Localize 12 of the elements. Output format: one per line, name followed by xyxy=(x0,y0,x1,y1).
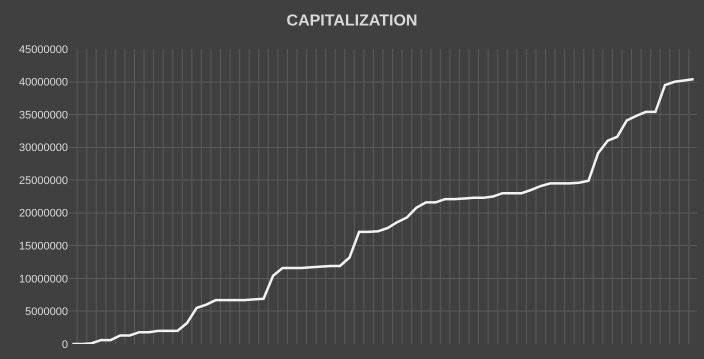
y-tick-label: 30000000 xyxy=(19,142,68,154)
y-tick-label: 45000000 xyxy=(19,44,68,56)
y-tick-label: 35000000 xyxy=(19,109,68,122)
y-tick-label: 5000000 xyxy=(25,306,68,318)
y-tick-label: 40000000 xyxy=(19,76,68,89)
y-tick-label: 25000000 xyxy=(19,174,68,187)
line-series xyxy=(71,78,695,344)
y-tick-label: 10000000 xyxy=(19,273,68,286)
y-tick-label: 20000000 xyxy=(19,208,68,220)
y-tick-label: 0 xyxy=(62,338,68,351)
y-tick-label: 15000000 xyxy=(19,240,68,253)
chart-title: CAPITALIZATION xyxy=(286,12,418,30)
